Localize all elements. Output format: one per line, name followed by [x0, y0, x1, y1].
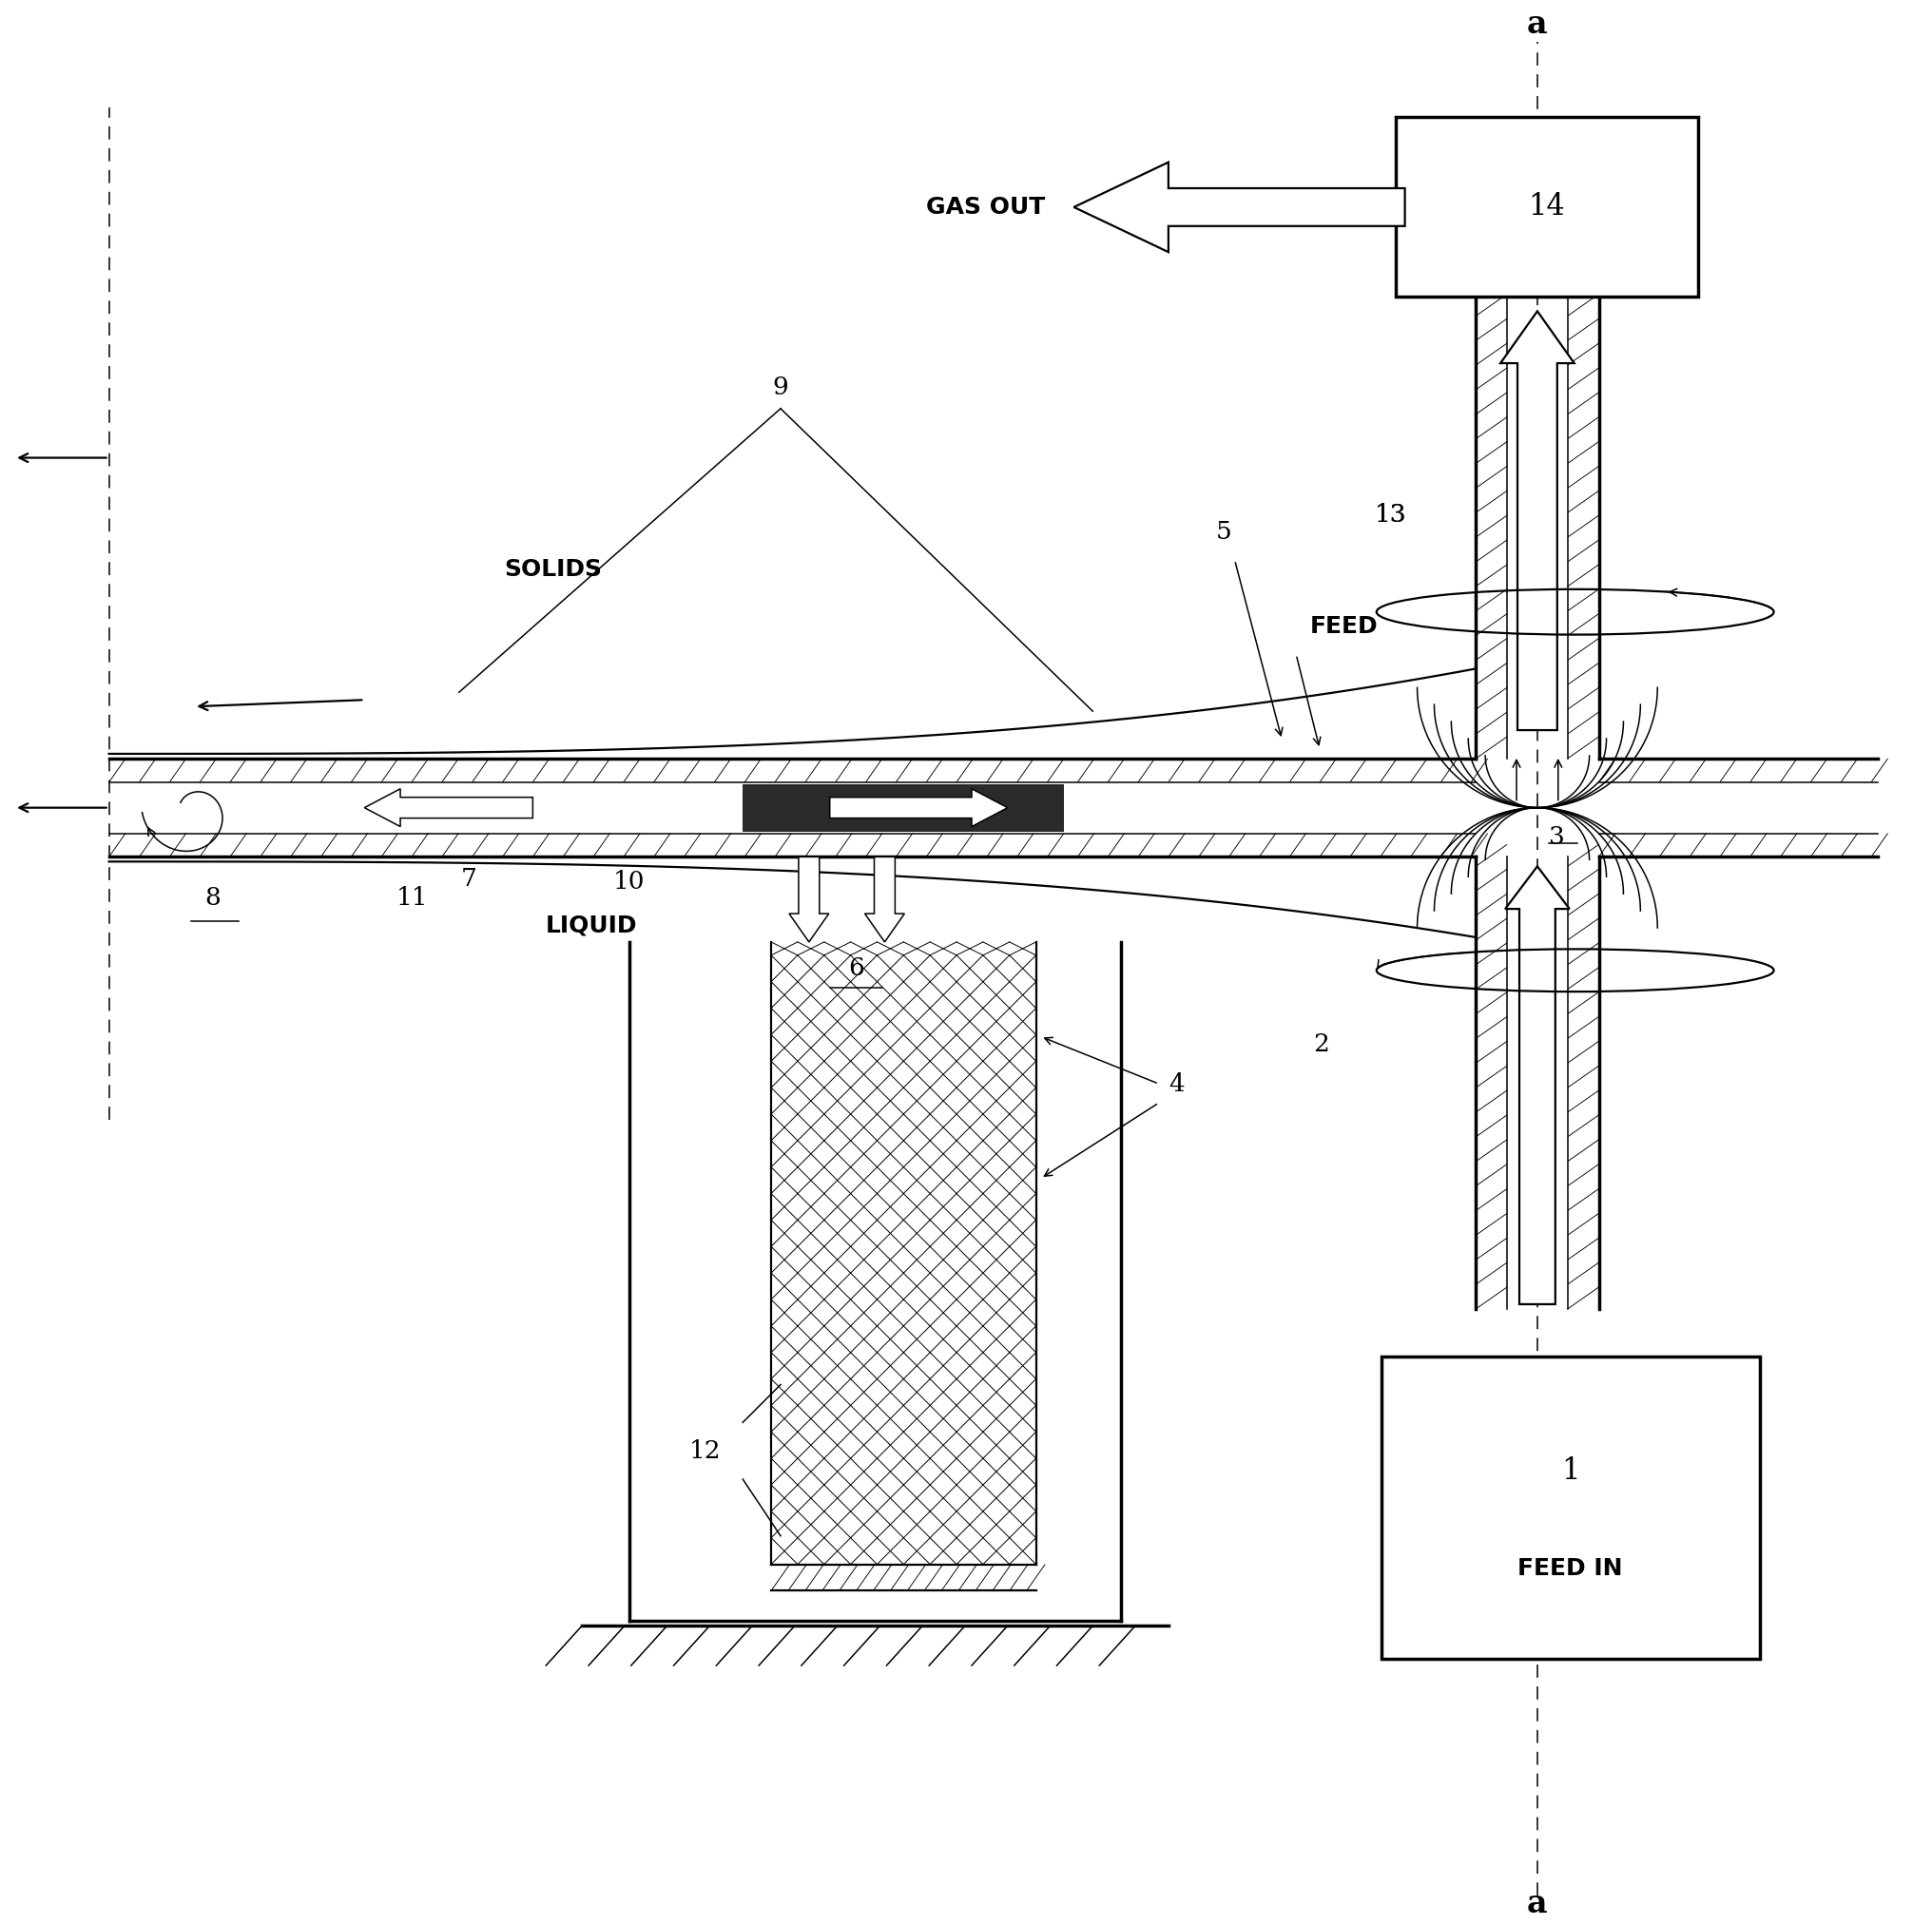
Text: 7: 7 — [460, 866, 477, 891]
Text: 4: 4 — [1169, 1072, 1184, 1095]
Bar — [1395, 117, 1698, 296]
Text: 13: 13 — [1376, 502, 1406, 526]
Polygon shape — [829, 789, 1009, 826]
Text: a: a — [1526, 8, 1548, 40]
Text: 1: 1 — [1561, 1457, 1580, 1486]
Text: 9: 9 — [773, 375, 788, 398]
Text: LIQUID: LIQUID — [545, 914, 638, 936]
Polygon shape — [1505, 866, 1569, 1305]
Bar — [1381, 1357, 1760, 1659]
Polygon shape — [1074, 162, 1405, 252]
Bar — [742, 783, 1065, 832]
Text: FEED IN: FEED IN — [1519, 1557, 1623, 1580]
Text: 11: 11 — [396, 886, 427, 909]
Text: 14: 14 — [1528, 192, 1565, 221]
Polygon shape — [788, 857, 829, 941]
Polygon shape — [1501, 312, 1575, 730]
Text: 8: 8 — [205, 886, 220, 909]
Text: 5: 5 — [1215, 520, 1231, 543]
Text: 3: 3 — [1549, 824, 1565, 849]
Text: SOLIDS: SOLIDS — [504, 558, 603, 581]
Polygon shape — [365, 789, 533, 826]
Text: 12: 12 — [690, 1438, 721, 1463]
Text: a: a — [1526, 1888, 1548, 1919]
Polygon shape — [866, 857, 904, 941]
Text: 13: 13 — [1376, 502, 1406, 526]
Text: FEED: FEED — [1310, 614, 1378, 637]
Text: 10: 10 — [612, 870, 645, 893]
Text: GAS OUT: GAS OUT — [925, 196, 1045, 219]
Text: 6: 6 — [848, 957, 864, 980]
Text: GAS: GAS — [753, 793, 808, 816]
Text: 2: 2 — [1314, 1032, 1329, 1057]
